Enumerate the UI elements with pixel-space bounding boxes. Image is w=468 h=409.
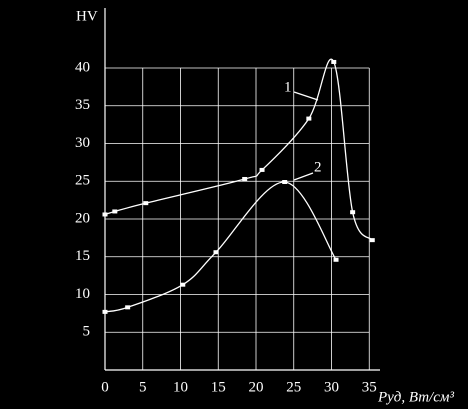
marker (259, 167, 265, 172)
x-tick-label: 0 (101, 379, 109, 395)
marker (143, 201, 149, 206)
y-tick-label: 35 (75, 97, 90, 113)
y-tick-label: 15 (75, 248, 90, 264)
x-tick-label: 15 (211, 379, 226, 395)
y-tick-label: 5 (83, 324, 91, 340)
marker (102, 309, 108, 314)
marker (213, 250, 219, 255)
x-tick-label: 35 (362, 379, 377, 395)
leader-line (293, 172, 314, 181)
marker (369, 238, 375, 243)
marker (112, 209, 118, 214)
x-tick-label: 30 (324, 379, 339, 395)
x-tick-label: 5 (139, 379, 147, 395)
marker (350, 210, 356, 215)
marker (102, 212, 108, 217)
series-label: 1 (284, 79, 292, 95)
x-tick-label: 10 (173, 379, 188, 395)
marker (282, 180, 288, 185)
x-axis-label: Pуд, Вт/см³ (377, 389, 454, 405)
marker (306, 116, 312, 121)
marker (242, 176, 248, 181)
y-tick-label: 30 (75, 135, 90, 151)
marker (125, 305, 131, 310)
marker (180, 282, 186, 287)
y-tick-label: 10 (75, 286, 90, 302)
y-tick-label: 20 (75, 210, 90, 226)
series-label: 2 (314, 159, 322, 175)
marker (331, 59, 337, 64)
series-line (104, 181, 337, 313)
y-axis-label: HV (76, 8, 98, 24)
marker (333, 257, 339, 262)
series-line (104, 58, 373, 241)
x-tick-label: 20 (249, 379, 264, 395)
y-tick-label: 40 (75, 59, 90, 75)
y-tick-label: 25 (75, 173, 90, 189)
x-tick-label: 25 (286, 379, 301, 395)
leader-line (293, 91, 319, 101)
